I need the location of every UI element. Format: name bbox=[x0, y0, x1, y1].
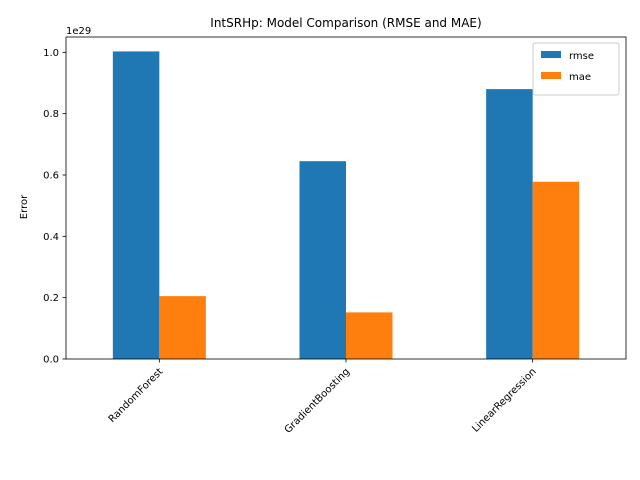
x-tick-label: GradientBoosting bbox=[283, 366, 352, 435]
x-tick-label: LinearRegression bbox=[470, 366, 538, 434]
chart-title: IntSRHp: Model Comparison (RMSE and MAE) bbox=[210, 16, 481, 30]
x-ticks-group: RandomForest GradientBoosting LinearRegres… bbox=[107, 359, 539, 436]
bar-mae-GradientBoosting bbox=[346, 312, 393, 359]
y-ticks-group: 0.0 0.2 0.4 0.6 0.8 1.0 bbox=[43, 48, 66, 366]
legend-swatch-mae bbox=[541, 72, 561, 79]
x-tick-label: RandomForest bbox=[107, 366, 166, 425]
y-axis-label: Error bbox=[19, 194, 30, 219]
y-tick-label: 0.8 bbox=[43, 109, 59, 120]
legend-swatch-rmse bbox=[541, 51, 561, 58]
y-tick-label: 0.2 bbox=[43, 293, 59, 304]
bar-rmse-GradientBoosting bbox=[299, 161, 346, 359]
bars-group bbox=[112, 51, 580, 360]
bar-mae-RandomForest bbox=[159, 296, 206, 359]
bar-rmse-RandomForest bbox=[112, 51, 160, 360]
legend-label-mae: mae bbox=[569, 72, 591, 83]
y-tick-label: 0.6 bbox=[43, 171, 59, 182]
y-tick-label: 0.0 bbox=[43, 355, 59, 366]
legend-label-rmse: rmse bbox=[569, 51, 594, 62]
y-axis-offset-label: 1e29 bbox=[66, 26, 91, 37]
legend: rmse mae bbox=[532, 42, 620, 96]
y-tick-label: 1.0 bbox=[43, 48, 59, 59]
bar-rmse-LinearRegression bbox=[486, 89, 533, 359]
bar-mae-LinearRegression bbox=[532, 181, 580, 359]
y-tick-label: 0.4 bbox=[43, 232, 59, 243]
